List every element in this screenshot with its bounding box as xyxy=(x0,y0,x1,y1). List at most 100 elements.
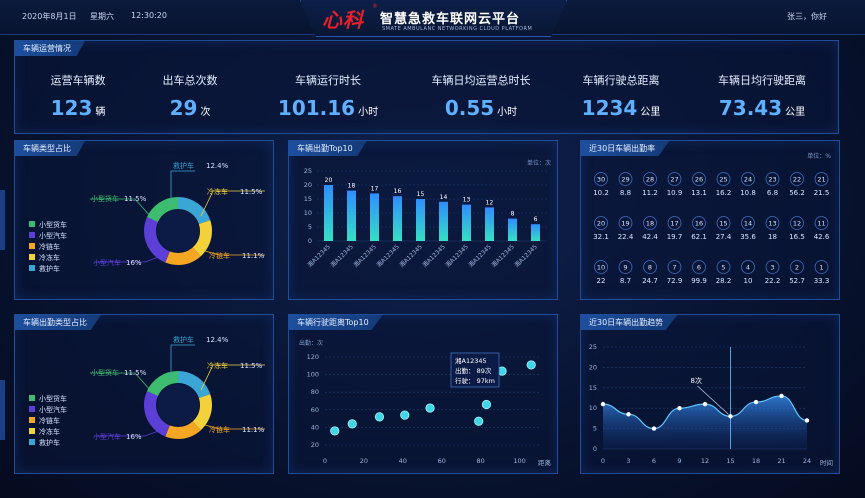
legend-swatch xyxy=(29,417,35,423)
rate-value: 8.7 xyxy=(620,277,631,285)
x-tick-label: 21 xyxy=(777,457,785,465)
rate30-panel: 近30日车辆出勤率 单位：% 30 10.2 29 8.8 28 11.2 27 10.9 26 1… xyxy=(580,140,840,300)
y-tick-label: 0 xyxy=(593,445,597,453)
pie-label-value: 11.5% xyxy=(124,369,147,377)
y-tick-label: 20 xyxy=(311,441,319,449)
x-tick-label: 40 xyxy=(399,457,407,465)
day-number: 17 xyxy=(670,220,678,228)
x-tick-label: 湘A12345 xyxy=(467,243,493,269)
x-tick-label: 湘A12345 xyxy=(490,243,516,269)
day-number: 28 xyxy=(646,176,654,184)
dispatch-top10-panel: 车辆出勤Top10 单位：次 0 5 10 15 20 25 20 湘A12345 18 湘A123… xyxy=(288,140,558,300)
day-number: 12 xyxy=(793,220,801,228)
rate-value: 24.7 xyxy=(642,277,658,285)
kpi-label: 车辆行驶总距离 xyxy=(582,74,660,87)
bar xyxy=(462,204,471,241)
pie-label-value: 11.1% xyxy=(242,252,265,260)
kpi-value: 0.55 xyxy=(444,96,495,120)
rate-value: 42.6 xyxy=(814,233,830,241)
panel-title: 近30日车辆出勤率 xyxy=(581,141,670,156)
legend-label: 冷链车 xyxy=(39,416,60,425)
kpi-daily-distance: 车辆日均行驶距离 73.43 公里 xyxy=(692,72,832,120)
rate-value: 16.2 xyxy=(716,189,732,197)
kpi-label: 运营车辆数 xyxy=(50,74,106,87)
bar-value-label: 15 xyxy=(417,191,425,198)
header-weekday: 星期六 xyxy=(90,12,114,21)
legend-label: 小型货车 xyxy=(39,394,67,403)
header-date: 2020年8月1日 xyxy=(22,12,77,21)
rate-value: 22.2 xyxy=(765,277,781,285)
scatter-point xyxy=(400,410,410,420)
x-tick-label: 湘A12345 xyxy=(329,243,355,269)
day-number: 30 xyxy=(597,176,605,184)
scatter-point xyxy=(374,412,385,422)
bar-value-label: 18 xyxy=(348,183,356,190)
bar xyxy=(416,199,425,241)
kpi-label: 车辆日均行驶距离 xyxy=(718,74,806,87)
pie-label-line xyxy=(95,429,162,437)
pie-label-value: 16% xyxy=(126,259,142,267)
day-badge xyxy=(643,172,657,186)
day-badge xyxy=(594,216,608,230)
tooltip-dispatch: 出勤： 89次 xyxy=(455,366,492,375)
user-greeting[interactable]: 张三，你好 xyxy=(787,12,827,21)
scatter-point xyxy=(481,399,492,410)
rate-value: 33.3 xyxy=(814,277,830,285)
pie-label-line xyxy=(90,198,152,218)
legend-swatch xyxy=(29,221,35,227)
day-number: 21 xyxy=(817,176,825,184)
dispatch-top10-chart: 单位：次 0 5 10 15 20 25 20 湘A12345 18 湘A12345 17 湘A1234… xyxy=(304,159,551,269)
day-number: 23 xyxy=(768,176,776,184)
x-tick-label: 18 xyxy=(752,457,760,465)
type-share-panel: 车辆类型占比 救护车 12.4% 冷冻车 11.5% 冷链车 11.1% 小型汽车 16% 小型… xyxy=(14,140,274,300)
rate-value: 27.4 xyxy=(716,233,732,241)
bar xyxy=(324,185,333,241)
page-subtitle: SMATE AMBULANC NETWORKING CLOUD PLATFORM xyxy=(382,26,533,32)
series-point xyxy=(804,418,810,423)
rate-value: 22 xyxy=(597,277,606,285)
kpi-total-distance: 车辆行驶总距离 1234 公里 xyxy=(551,72,691,120)
panel-title: 车辆出勤类型占比 xyxy=(15,315,101,330)
x-tick-label: 100 xyxy=(513,457,525,465)
rate-value: 16.5 xyxy=(789,233,805,241)
rate-value: 18 xyxy=(768,233,777,241)
bar-value-label: 17 xyxy=(371,185,379,192)
x-tick-label: 湘A12345 xyxy=(513,243,539,269)
y-tick-label: 15 xyxy=(304,195,312,203)
kpi-unit: 公里 xyxy=(785,107,806,118)
brand-logo: 心科 xyxy=(322,8,364,32)
x-tick-label: 湘A12345 xyxy=(306,243,332,269)
bar-value-label: 12 xyxy=(486,199,494,206)
trend30-chart: 时间 0 5 10 15 20 25 0 3 6 9 12 15 18 21 24 8次 xyxy=(589,343,833,467)
pie-label-value: 11.5% xyxy=(124,195,147,203)
bar-value-label: 16 xyxy=(394,188,402,195)
y-tick-label: 5 xyxy=(593,425,597,433)
legend-label: 救护车 xyxy=(39,264,60,273)
panel-title: 近30日车辆出勤趋势 xyxy=(581,315,678,330)
rate-value: 32.1 xyxy=(593,233,609,241)
bar-value-label: 6 xyxy=(534,216,538,223)
rate-value: 13.1 xyxy=(691,189,707,197)
kpi-run-hours: 车辆运行时长 101.16 小时 xyxy=(258,72,398,120)
page-title: 智慧急救车联网云平台 xyxy=(380,12,521,27)
series-point xyxy=(677,406,682,411)
legend-swatch xyxy=(29,243,35,249)
x-tick-label: 湘A12345 xyxy=(444,243,470,269)
day-number: 29 xyxy=(621,176,629,184)
pie-label-line xyxy=(204,424,265,430)
day-badge xyxy=(643,260,657,274)
day-badge xyxy=(814,216,829,230)
rate-value: 99.9 xyxy=(691,277,707,285)
sidebar-tab[interactable] xyxy=(0,190,5,250)
day-badge xyxy=(643,216,657,230)
sidebar-tab[interactable] xyxy=(0,380,5,440)
series-point xyxy=(702,401,708,407)
ops-panel: 车辆运营情况 xyxy=(14,40,839,134)
pie-label-value: 11.1% xyxy=(242,426,265,434)
day-badge xyxy=(667,216,682,230)
legend-swatch xyxy=(29,428,35,434)
series-point xyxy=(728,414,733,419)
bar xyxy=(531,224,540,241)
kpi-value: 1234 xyxy=(581,96,638,120)
tooltip-box xyxy=(450,352,500,388)
